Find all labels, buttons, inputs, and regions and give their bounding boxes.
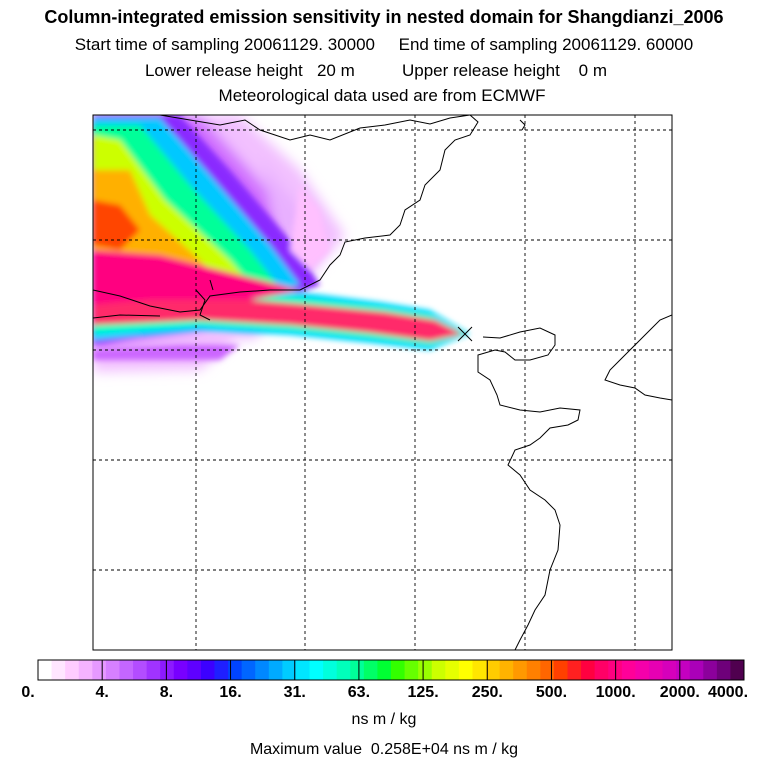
colorbar-swatch bbox=[431, 660, 446, 680]
colorbar-tick-label: 1000. bbox=[595, 684, 636, 701]
colorbar-swatch bbox=[255, 660, 270, 680]
colorbar-swatch bbox=[160, 660, 175, 680]
colorbar-swatch bbox=[648, 660, 664, 680]
colorbar-tick-label: 4. bbox=[95, 684, 109, 701]
colorbar-swatch bbox=[676, 660, 691, 680]
colorbar-swatch bbox=[513, 660, 528, 680]
colorbar-tick-label: 63. bbox=[347, 684, 371, 701]
colorbar-swatch bbox=[65, 660, 80, 680]
colorbar-swatch bbox=[363, 660, 378, 680]
colorbar-swatch bbox=[486, 660, 501, 680]
colorbar-swatch bbox=[404, 660, 419, 680]
colorbar-swatch bbox=[526, 660, 541, 680]
colorbar-swatch bbox=[146, 660, 161, 680]
colorbar-frame bbox=[37, 659, 745, 681]
plume-core bbox=[93, 115, 470, 360]
colorbar-swatch bbox=[594, 660, 609, 680]
colorbar-swatch bbox=[730, 660, 745, 680]
colorbar-swatch bbox=[309, 660, 324, 680]
colorbar-swatch bbox=[187, 660, 202, 680]
colorbar-swatch bbox=[214, 660, 229, 680]
colorbar-swatch bbox=[472, 660, 487, 680]
colorbar-tick-label: 2000. bbox=[659, 684, 700, 701]
x-marker bbox=[457, 326, 473, 342]
plume-field bbox=[93, 115, 470, 372]
colorbar bbox=[37, 659, 745, 681]
colorbar-swatch bbox=[621, 660, 636, 680]
colorbar-swatch bbox=[323, 660, 338, 680]
colorbar-swatch bbox=[703, 660, 718, 680]
colorbar-swatch bbox=[581, 660, 596, 680]
map-frame bbox=[92, 114, 673, 651]
colorbar-swatch bbox=[268, 660, 283, 680]
colorbar-swatch bbox=[716, 660, 731, 680]
colorbar-tick-label: 0. bbox=[21, 684, 35, 701]
colorbar-tick-label: 125. bbox=[407, 684, 439, 701]
release-height-line: Lower release height 20 m Upper release … bbox=[144, 61, 608, 80]
colorbar-swatch bbox=[540, 660, 555, 680]
colorbar-swatch bbox=[119, 660, 134, 680]
colorbar-swatch bbox=[377, 660, 392, 680]
colorbar-swatch bbox=[173, 660, 188, 680]
colorbar-swatch bbox=[282, 660, 297, 680]
colorbar-swatch bbox=[133, 660, 148, 680]
colorbar-swatch bbox=[499, 660, 514, 680]
coastlines bbox=[93, 115, 672, 650]
colorbar-swatch bbox=[635, 660, 650, 680]
colorbar-swatch bbox=[78, 660, 93, 680]
colorbar-swatch bbox=[241, 660, 256, 680]
colorbar-swatch bbox=[689, 660, 704, 680]
graticule bbox=[93, 115, 672, 650]
colorbar-swatch bbox=[228, 660, 243, 680]
colorbar-tick-label: 500. bbox=[535, 684, 568, 701]
colorbar-swatch bbox=[336, 660, 351, 680]
colorbar-tick-label: 16. bbox=[219, 684, 242, 701]
colorbar-unit: ns m / kg bbox=[351, 711, 417, 728]
plot-title: Column-integrated emission sensitivity i… bbox=[44, 7, 724, 27]
colorbar-tick-label: 250. bbox=[471, 684, 503, 701]
colorbar-swatch bbox=[295, 660, 311, 680]
colorbar-swatch bbox=[418, 660, 433, 680]
colorbar-swatch bbox=[445, 660, 460, 680]
colorbar-swatch bbox=[662, 660, 677, 680]
colorbar-swatch bbox=[105, 660, 120, 680]
maximum-value: Maximum value 0.258E+04 ns m / kg bbox=[249, 741, 519, 758]
colorbar-swatch bbox=[350, 660, 365, 680]
colorbar-swatch bbox=[553, 660, 568, 680]
colorbar-tick-label: 8. bbox=[159, 684, 174, 701]
colorbar-swatch bbox=[38, 660, 53, 680]
sampling-time-line: Start time of sampling 20061129. 30000 E… bbox=[74, 35, 694, 54]
colorbar-swatch bbox=[92, 660, 107, 680]
met-data-line: Meteorological data used are from ECMWF bbox=[218, 86, 546, 105]
colorbar-swatch bbox=[51, 660, 66, 680]
colorbar-swatch bbox=[458, 660, 473, 680]
colorbar-swatch bbox=[567, 660, 582, 680]
colorbar-swatch bbox=[200, 660, 215, 680]
colorbar-tick-label: 31. bbox=[283, 684, 306, 701]
colorbar-tick-label: 4000. bbox=[707, 684, 749, 701]
colorbar-swatch bbox=[391, 660, 406, 680]
